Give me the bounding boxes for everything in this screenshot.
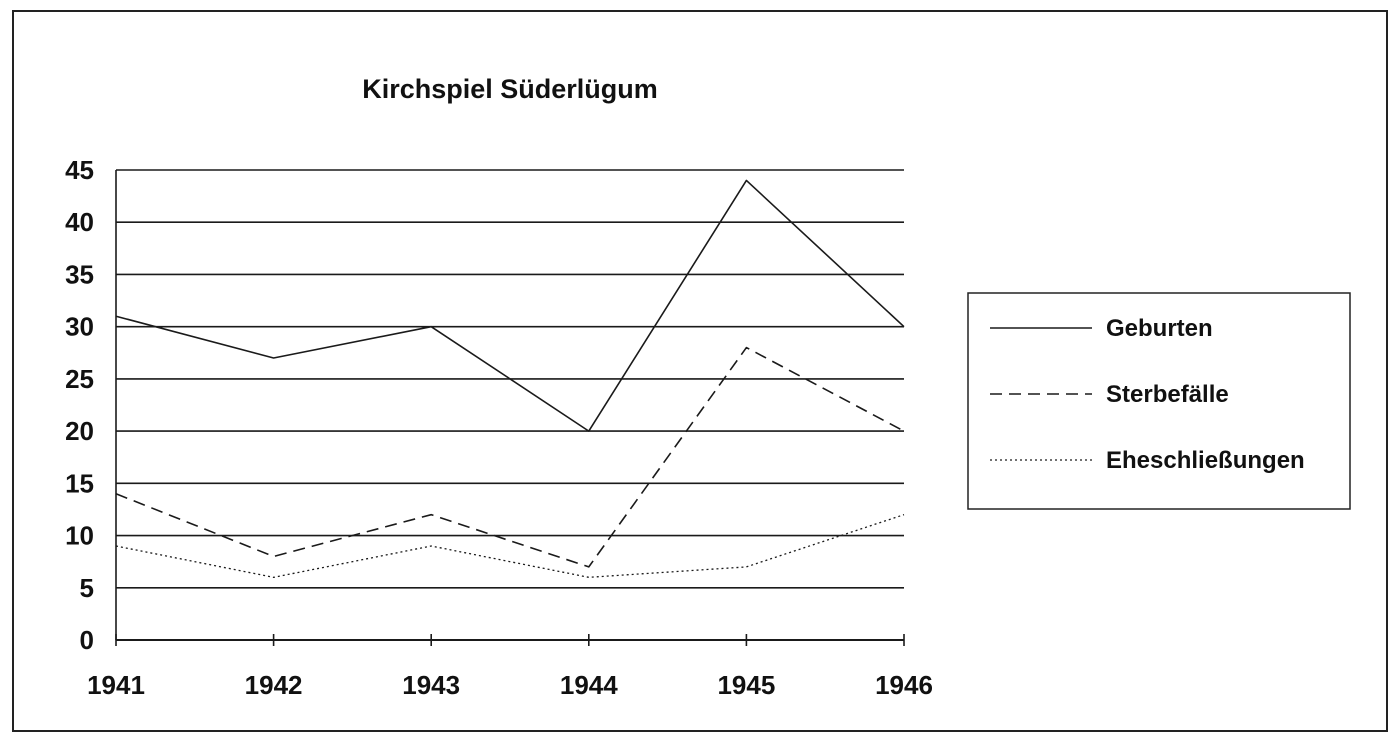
- y-tick-label: 25: [65, 364, 94, 394]
- x-tick-label: 1942: [245, 670, 303, 700]
- y-tick-label: 20: [65, 416, 94, 446]
- x-tick-labels: 1941 1942 1943 1944 1945 1946: [87, 670, 933, 700]
- x-tick-label: 1941: [87, 670, 145, 700]
- grid-lines: [116, 169, 904, 589]
- y-tick-label: 10: [65, 521, 94, 551]
- y-tick-label: 40: [65, 207, 94, 237]
- legend: Geburten Sterbefälle Eheschließungen: [967, 292, 1351, 510]
- legend-box: [967, 292, 1351, 510]
- series-line-eheschlie-ungen: [115, 514, 905, 578]
- x-tick-label: 1943: [402, 670, 460, 700]
- y-tick-labels: 0 5 10 15 20 25 30 35 40 45: [65, 155, 94, 655]
- y-tick-label: 5: [80, 573, 94, 603]
- series-line-sterbef-lle: [115, 346, 905, 568]
- x-tick-label: 1944: [560, 670, 618, 700]
- series-line-geburten: [115, 179, 905, 432]
- y-tick-label: 35: [65, 259, 94, 289]
- x-tick-label: 1946: [875, 670, 933, 700]
- legend-label: Sterbefälle: [1106, 381, 1229, 408]
- series-lines: [115, 179, 905, 578]
- y-tick-label: 0: [80, 625, 94, 655]
- chart-title: Kirchspiel Süderlügum: [362, 74, 658, 104]
- y-tick-label: 45: [65, 155, 94, 185]
- x-tick-label: 1945: [717, 670, 775, 700]
- y-tick-label: 15: [65, 468, 94, 498]
- legend-label: Eheschließungen: [1106, 447, 1305, 474]
- legend-label: Geburten: [1106, 315, 1213, 342]
- axes: [115, 170, 905, 646]
- y-tick-label: 30: [65, 312, 94, 342]
